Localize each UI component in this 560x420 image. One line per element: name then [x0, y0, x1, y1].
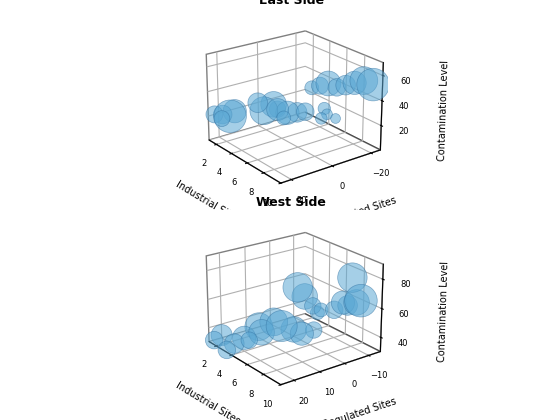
X-axis label: Industrial Sites: Industrial Sites: [174, 381, 241, 420]
Y-axis label: Regulated Sites: Regulated Sites: [322, 396, 398, 420]
Title: West Side: West Side: [256, 196, 326, 209]
Y-axis label: Regulated Sites: Regulated Sites: [322, 195, 398, 229]
Title: East Side: East Side: [259, 0, 324, 7]
X-axis label: Industrial Sites: Industrial Sites: [174, 179, 241, 225]
